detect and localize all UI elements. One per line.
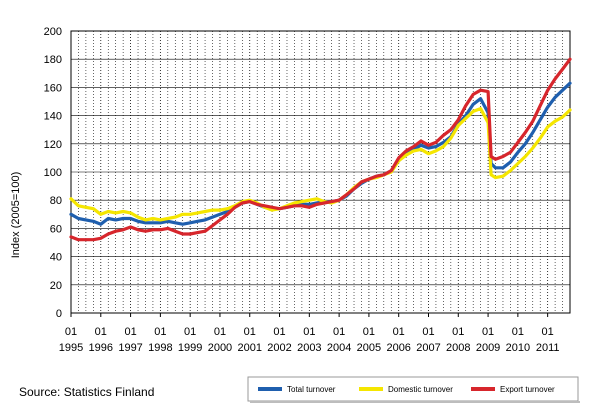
x-tick-year: 2003 bbox=[297, 342, 321, 354]
x-tick-year: 2010 bbox=[506, 342, 530, 354]
source-note: Source: Statistics Finland bbox=[19, 385, 155, 399]
x-tick-year: 1996 bbox=[89, 342, 113, 354]
x-tick-year: 2002 bbox=[267, 342, 291, 354]
x-tick-month: 01 bbox=[214, 326, 226, 338]
x-tick-month: 01 bbox=[542, 326, 554, 338]
y-tick-label: 160 bbox=[44, 82, 62, 94]
grid bbox=[70, 30, 571, 314]
legend-label-total: Total turnover bbox=[287, 385, 336, 394]
y-tick-label: 80 bbox=[50, 195, 62, 207]
x-tick-month: 01 bbox=[273, 326, 285, 338]
y-tick-label: 120 bbox=[44, 139, 62, 151]
x-tick-year: 1995 bbox=[59, 342, 83, 354]
x-tick-month: 01 bbox=[303, 326, 315, 338]
x-tick-month: 01 bbox=[452, 326, 464, 338]
y-tick-label: 40 bbox=[50, 252, 62, 264]
x-tick-month: 01 bbox=[65, 326, 77, 338]
x-tick-month: 01 bbox=[482, 326, 494, 338]
x-tick-year: 2008 bbox=[446, 342, 470, 354]
legend-box-shadow bbox=[250, 401, 580, 403]
x-tick-month: 01 bbox=[363, 326, 375, 338]
y-tick-label: 60 bbox=[50, 223, 62, 235]
y-tick-label: 140 bbox=[44, 111, 62, 123]
x-tick-year: 1999 bbox=[178, 342, 202, 354]
x-tick-month: 01 bbox=[154, 326, 166, 338]
x-tick-month: 01 bbox=[393, 326, 405, 338]
x-tick-month: 01 bbox=[95, 326, 107, 338]
x-tick-year: 1997 bbox=[118, 342, 142, 354]
x-tick-month: 01 bbox=[422, 326, 434, 338]
x-tick-month: 01 bbox=[512, 326, 524, 338]
plot-frame bbox=[70, 30, 571, 314]
legend-label-domestic: Domestic turnover bbox=[388, 385, 453, 394]
y-axis-label: Index (2005=100) bbox=[10, 172, 22, 259]
x-tick-year: 2011 bbox=[536, 342, 560, 354]
x-tick-month: 01 bbox=[184, 326, 196, 338]
x-tick-year: 2004 bbox=[327, 342, 351, 354]
x-tick-year: 2001 bbox=[238, 342, 262, 354]
series-line-export bbox=[69, 57, 572, 242]
x-tick-year: 2000 bbox=[208, 342, 232, 354]
x-tick-year: 2006 bbox=[386, 342, 410, 354]
x-tick-year: 2009 bbox=[476, 342, 500, 354]
y-tick-label: 180 bbox=[44, 54, 62, 66]
x-tick-year: 1998 bbox=[148, 342, 172, 354]
legend-label-export: Export turnover bbox=[500, 385, 555, 394]
axes: 0 20 40 60 80 100 120 140 160 180 200 01 1995 01 1996 0… bbox=[44, 26, 571, 354]
y-tick-label: 200 bbox=[44, 26, 62, 38]
x-tick-year: 2007 bbox=[416, 342, 440, 354]
x-tick-month: 01 bbox=[124, 326, 136, 338]
y-tick-label: 100 bbox=[44, 167, 62, 179]
x-tick-month: 01 bbox=[333, 326, 345, 338]
legend-box bbox=[247, 376, 579, 402]
legend: Total turnover Domestic turnover Export … bbox=[247, 376, 580, 403]
y-tick-label: 0 bbox=[56, 308, 62, 320]
x-tick-month: 01 bbox=[244, 326, 256, 338]
series-lines bbox=[69, 57, 572, 242]
y-tick-label: 20 bbox=[50, 280, 62, 292]
x-tick-year: 2005 bbox=[357, 342, 381, 354]
